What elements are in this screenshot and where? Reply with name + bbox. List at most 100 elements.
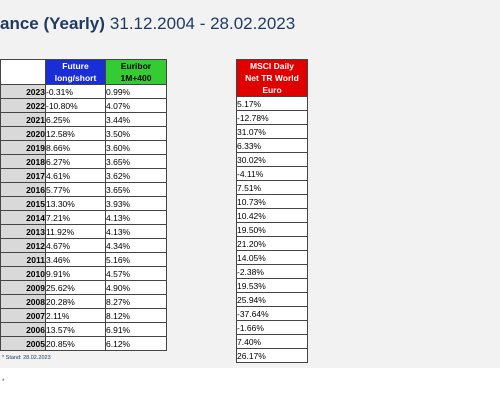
euribor-cell: 4.90%: [105, 280, 167, 295]
year-cell: 2021: [0, 112, 46, 127]
year-cell: 2010: [0, 266, 46, 281]
table-row: -2.38%: [236, 264, 308, 279]
msci-cell: 25.94%: [236, 292, 308, 307]
msci-cell: 19.50%: [236, 222, 308, 237]
year-cell: 2019: [0, 140, 46, 155]
year-cell: 2020: [0, 126, 46, 141]
title-label: ance (Yearly): [0, 14, 105, 33]
table-row: 2006 13.57% 6.91%: [0, 322, 167, 337]
msci-cell: 30.02%: [236, 152, 308, 167]
table-row: 2005 20.85% 6.12%: [0, 336, 167, 351]
bottom-mark: *: [2, 379, 5, 385]
table-row: 26.17%: [236, 348, 308, 363]
euribor-column-header: Euribor 1M+400: [105, 59, 167, 85]
euribor-cell: 3.62%: [105, 168, 167, 183]
table-row: 5.17%: [236, 96, 308, 111]
table-row: -4.11%: [236, 166, 308, 181]
table-row: 30.02%: [236, 152, 308, 167]
table-row: 2019 8.66% 3.60%: [0, 140, 167, 155]
msci-cell: 5.17%: [236, 96, 308, 111]
year-cell: 2005: [0, 336, 46, 351]
table-row: 2011 3.46% 5.16%: [0, 252, 167, 267]
euribor-cell: 3.44%: [105, 112, 167, 127]
table-row: 25.94%: [236, 292, 308, 307]
table-row: 7.51%: [236, 180, 308, 195]
future-cell: 4.67%: [45, 238, 106, 253]
euribor-cell: 3.60%: [105, 140, 167, 155]
future-cell: -10.80%: [45, 98, 106, 113]
table-row: 2022 -10.80% 4.07%: [0, 98, 167, 113]
euribor-cell: 3.65%: [105, 182, 167, 197]
table-row: 2008 20.28% 8.27%: [0, 294, 167, 309]
euribor-cell: 6.91%: [105, 322, 167, 337]
footnote: * Stand: 28.02.2023: [2, 355, 51, 361]
msci-table: MSCI Daily Net TR World Euro 5.17% -12.78…: [236, 59, 308, 363]
msci-cell: -2.38%: [236, 264, 308, 279]
year-cell: 2016: [0, 182, 46, 197]
msci-header-line3: Euro: [262, 85, 282, 95]
table-row: 19.53%: [236, 278, 308, 293]
future-cell: 11.92%: [45, 224, 106, 239]
title-date-range: 31.12.2004 - 28.02.2023: [109, 14, 296, 33]
euribor-cell: 4.13%: [105, 210, 167, 225]
future-cell: 25.62%: [45, 280, 106, 295]
future-column-header: Future long/short: [45, 59, 106, 85]
euribor-cell: 5.16%: [105, 252, 167, 267]
euribor-cell: 6.12%: [105, 336, 167, 351]
year-cell: 2018: [0, 154, 46, 169]
table-row: 2017 4.61% 3.62%: [0, 168, 167, 183]
future-cell: -0.31%: [45, 84, 106, 99]
year-cell: 2015: [0, 196, 46, 211]
year-cell: 2022: [0, 98, 46, 113]
table-row: 2010 9.91% 4.57%: [0, 266, 167, 281]
page-title: ance (Yearly) 31.12.2004 - 28.02.2023: [0, 14, 295, 34]
msci-cell: 31.07%: [236, 124, 308, 139]
table-row: 2015 13.30% 3.93%: [0, 196, 167, 211]
table-row: 2016 5.77% 3.65%: [0, 182, 167, 197]
future-cell: 12.58%: [45, 126, 106, 141]
future-cell: 13.57%: [45, 322, 106, 337]
table-row: 10.73%: [236, 194, 308, 209]
msci-column-header: MSCI Daily Net TR World Euro: [236, 59, 308, 97]
euribor-cell: 3.50%: [105, 126, 167, 141]
msci-cell: 7.40%: [236, 334, 308, 349]
msci-header-line1: MSCI Daily: [250, 61, 294, 71]
table-row: 2007 2.11% 8.12%: [0, 308, 167, 323]
future-cell: 7.21%: [45, 210, 106, 225]
table-row: 19.50%: [236, 222, 308, 237]
euribor-cell: 4.13%: [105, 224, 167, 239]
future-cell: 3.46%: [45, 252, 106, 267]
table-row: 10.42%: [236, 208, 308, 223]
year-cell: 2006: [0, 322, 46, 337]
table-row: 2012 4.67% 4.34%: [0, 238, 167, 253]
table-row: -12.78%: [236, 110, 308, 125]
year-cell: 2011: [0, 252, 46, 267]
year-cell: 2013: [0, 224, 46, 239]
year-column-header: [0, 59, 46, 85]
future-cell: 9.91%: [45, 266, 106, 281]
msci-cell: -1.66%: [236, 320, 308, 335]
euribor-header-line2: 1M+400: [120, 73, 152, 83]
future-cell: 4.61%: [45, 168, 106, 183]
year-cell: 2007: [0, 308, 46, 323]
future-cell: 8.66%: [45, 140, 106, 155]
year-cell: 2023: [0, 84, 46, 99]
msci-cell: -12.78%: [236, 110, 308, 125]
future-cell: 13.30%: [45, 196, 106, 211]
year-cell: 2008: [0, 294, 46, 309]
euribor-cell: 3.93%: [105, 196, 167, 211]
euribor-header-line1: Euribor: [120, 61, 152, 71]
future-cell: 20.28%: [45, 294, 106, 309]
year-cell: 2014: [0, 210, 46, 225]
year-cell: 2017: [0, 168, 46, 183]
table-row: -37.64%: [236, 306, 308, 321]
msci-cell: 21.20%: [236, 236, 308, 251]
msci-cell: 14.05%: [236, 250, 308, 265]
table-row: 6.33%: [236, 138, 308, 153]
msci-cell: 6.33%: [236, 138, 308, 153]
euribor-cell: 4.34%: [105, 238, 167, 253]
future-cell: 20.85%: [45, 336, 106, 351]
euribor-cell: 3.65%: [105, 154, 167, 169]
msci-cell: -37.64%: [236, 306, 308, 321]
table-row: 14.05%: [236, 250, 308, 265]
